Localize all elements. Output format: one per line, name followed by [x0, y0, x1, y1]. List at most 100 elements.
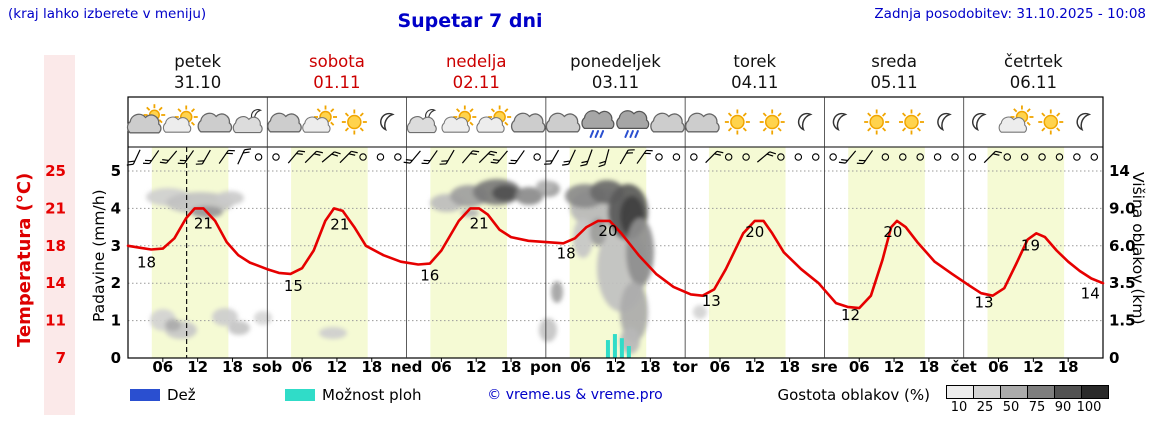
- day-name: sobota: [309, 52, 365, 71]
- barb-shaft: [201, 149, 211, 165]
- calm-wind-icon: [742, 153, 750, 161]
- barb-shaft: [409, 150, 421, 164]
- barb-flag: [841, 158, 848, 162]
- cloud-scale-value: 75: [1028, 400, 1046, 415]
- barb-flag: [142, 162, 150, 165]
- barb-flag: [331, 153, 339, 157]
- sun-ray: [490, 108, 495, 113]
- wind-row: [126, 148, 1099, 168]
- sun-part: [724, 109, 750, 135]
- copyright-link[interactable]: © vreme.us & vreme.pro: [487, 387, 663, 403]
- barb-flag: [313, 153, 321, 156]
- hour-label: 18: [222, 358, 243, 376]
- wind-barb-icon: [705, 150, 724, 164]
- sun-ray: [344, 112, 349, 117]
- temperature-axis-strip: [44, 55, 75, 415]
- precip-tick: 2: [111, 274, 121, 292]
- barb-flag: [544, 163, 551, 165]
- temperature-tick: 18: [45, 237, 66, 255]
- barb-flag: [856, 162, 864, 165]
- sun-ray: [469, 121, 474, 126]
- barb-shaft: [461, 150, 474, 164]
- calm-wind-icon: [1090, 153, 1099, 161]
- shower-bar: [605, 340, 610, 358]
- cloud-part: [267, 112, 302, 133]
- moon-part: [971, 112, 987, 132]
- sun-ray: [916, 127, 921, 132]
- precip-tick: 4: [111, 199, 121, 217]
- rain-legend-swatch: [130, 389, 160, 401]
- sun-cloud-icon: [302, 105, 338, 133]
- sun-icon: [724, 109, 750, 135]
- rain-drop: [624, 130, 629, 138]
- shower-bar: [626, 346, 631, 358]
- sun-ray: [916, 112, 921, 117]
- temperature-value-labels: 18 21 15 21 16 21 18 20 13 20 12 20 13 19 14: [137, 214, 1100, 323]
- calm-wind-icon: [655, 153, 663, 161]
- sun-icon: [864, 109, 890, 135]
- cloud-axis-ticks: 14 9.0 6.0 3.5 1.5 0: [1109, 162, 1136, 367]
- sun-ray: [190, 121, 196, 126]
- barb-flag: [472, 150, 480, 153]
- temperature-axis-label: Temperatura (°C): [14, 172, 35, 347]
- sun-part: [864, 109, 890, 135]
- cloud-blob: [492, 185, 518, 201]
- sun-ray: [1056, 127, 1061, 132]
- temperature-tick: 14: [45, 274, 66, 292]
- sun-ray: [146, 106, 151, 111]
- sun-cloud-icon: [441, 105, 477, 133]
- sun-part: [1038, 109, 1064, 135]
- wind-barb-icon: [142, 150, 160, 165]
- day-name: ponedeljek: [570, 52, 661, 71]
- daylight-band: [708, 147, 786, 358]
- barb-flag: [492, 158, 500, 162]
- sun-icon: [1038, 109, 1064, 135]
- wind-barb-icon: [126, 149, 141, 166]
- cloud-blob: [620, 282, 648, 342]
- cloud-density-scale-values: 10 25 50 75 90 100: [946, 400, 1102, 415]
- sun-ray: [742, 112, 747, 117]
- cloud-height-tick: 1.5: [1109, 312, 1136, 330]
- cloud-part: [545, 112, 581, 133]
- hour-label: 18: [918, 358, 939, 376]
- barb-flag: [628, 149, 635, 151]
- temperature-value-label: 21: [330, 216, 349, 234]
- sun-ray: [777, 127, 782, 132]
- barb-shaft: [321, 151, 335, 163]
- temperature-axis-ticks: 25 21 18 14 11 7: [45, 162, 66, 367]
- wind-barb-icon: [321, 151, 341, 163]
- cloud-blob: [551, 281, 563, 303]
- sun-ray: [469, 108, 474, 113]
- temperature-value-label: 16: [420, 267, 439, 285]
- sun-ray: [882, 127, 887, 132]
- sun-ray: [902, 127, 907, 132]
- calm-wind-icon: [724, 153, 733, 161]
- cloud-blob: [536, 180, 554, 192]
- day-date: 02.11: [453, 73, 500, 92]
- calm-wind-icon: [1020, 153, 1029, 161]
- barb-flag: [766, 153, 774, 157]
- day-date: 05.11: [870, 73, 917, 92]
- barb-shaft: [427, 150, 438, 164]
- rain-drop: [599, 130, 605, 138]
- cloud-scale-cell: [947, 386, 974, 398]
- day-abbrev-label: sob: [252, 358, 282, 376]
- barb-flag: [296, 152, 303, 156]
- barb-flag: [403, 161, 411, 164]
- location-hint: (kraj lahko izberete v meniju): [8, 6, 207, 22]
- sun-ray: [359, 127, 364, 132]
- sun-ray: [177, 108, 182, 113]
- barb-shaft: [218, 150, 229, 164]
- cloud-part: [197, 112, 233, 133]
- cloud-blob: [228, 321, 250, 335]
- calm-wind-icon: [811, 153, 820, 161]
- barb-flag: [646, 149, 653, 152]
- barb-shaft: [165, 150, 178, 164]
- moon-icon: [380, 112, 395, 132]
- barb-flag: [226, 152, 233, 155]
- barb-flag: [316, 150, 323, 154]
- day-name: nedelja: [446, 52, 507, 71]
- day-date: 06.11: [1010, 73, 1057, 92]
- barb-shaft: [604, 149, 610, 165]
